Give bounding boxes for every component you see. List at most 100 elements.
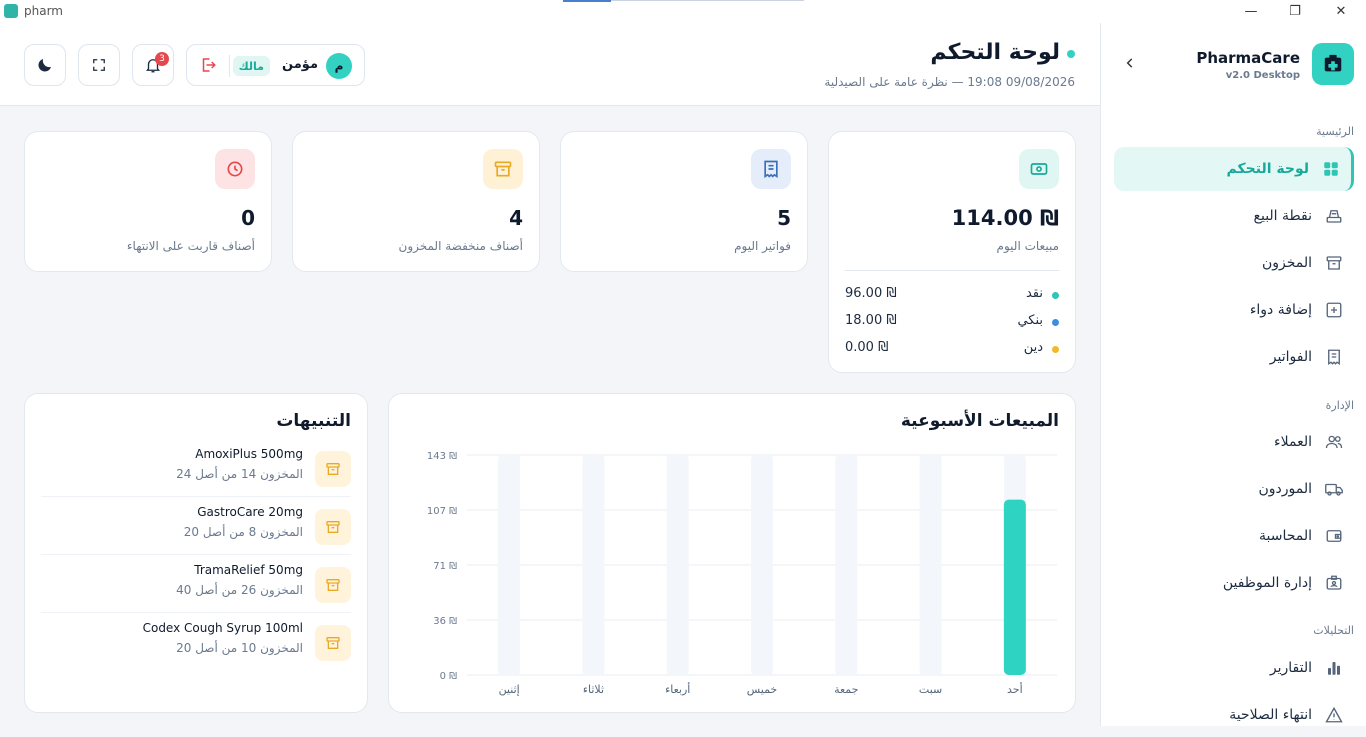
role-badge: مالك [232,56,270,76]
alert-item-name: GastroCare 20mg [197,505,303,519]
titlebar-accent-line [611,0,804,1]
alert-item[interactable]: TramaRelief 50mg المخزون 26 من أصل 40 [41,555,351,613]
sidebar-item-expiry[interactable]: انتهاء الصلاحية [1114,693,1354,737]
sidebar-item-label: نقطة البيع [1253,208,1312,224]
moon-icon [38,59,51,72]
alert-item-detail: المخزون 10 من أصل 20 [176,641,303,655]
bar-track [751,455,773,675]
close-button[interactable]: ✕ [1335,4,1347,19]
archive-icon [315,451,351,487]
alert-item-detail: المخزون 26 من أصل 40 [176,583,303,597]
archive-icon [483,149,523,189]
x-tick-label: إثنين [499,683,520,696]
alerts-card: التنبيهات AmoxiPlus 500mg المخزون 14 من … [24,393,368,713]
avatar: م [326,53,352,79]
app-title: pharm [4,4,63,18]
receipt-icon [751,149,791,189]
sidebar-item-dashboard[interactable]: لوحة التحكم [1114,147,1354,191]
expiring-label: أصناف قاربت على الانتهاء [126,239,255,253]
archive-icon [1324,253,1344,273]
x-tick-label: أحد [1007,682,1023,696]
bar-track [835,455,858,675]
user-menu[interactable]: م مؤمن مالك [186,44,365,86]
fullscreen-button[interactable] [78,44,120,86]
page-header: لوحة التحكم 09/08/2026 19:08 — نظرة عامة… [0,23,1100,106]
weekly-sales-card: المبيعات الأسبوعية 143 ₪ 107 ₪ 71 ₪ 36 ₪ 0 ₪… [388,393,1076,713]
bar-track [919,455,942,675]
sidebar-item-pos[interactable]: نقطة البيع [1114,194,1354,238]
x-tick-label: جمعة [834,683,858,696]
y-tick-label: 36 ₪ [433,616,457,627]
dark-mode-button[interactable] [24,44,66,86]
sidebar-item-inventory[interactable]: المخزون [1114,241,1354,285]
sidebar-item-label: إدارة الموظفين [1222,575,1312,591]
bank-dot [1052,319,1059,326]
breakdown-label: بنكي [1017,313,1043,328]
bar-track [666,455,689,675]
chart-bar[interactable] [1003,499,1026,675]
breakdown-debt: دين 0.00 ₪ [845,340,1059,358]
sidebar-item-accounting[interactable]: المحاسبة [1114,514,1354,558]
breakdown-value: 0.00 ₪ [845,340,889,355]
sidebar-item-employees[interactable]: إدارة الموظفين [1114,561,1354,605]
y-tick-label: 0 ₪ [440,671,458,682]
alert-item[interactable]: GastroCare 20mg المخزون 8 من أصل 20 [41,497,351,555]
alert-item-detail: المخزون 14 من أصل 24 [176,467,303,481]
breakdown-label: دين [1023,340,1043,355]
maximize-button[interactable]: ❐ [1289,4,1301,19]
bar-chart-icon [1324,658,1344,678]
sidebar-item-label: المحاسبة [1258,528,1312,544]
invoices-today-label: فواتير اليوم [734,239,791,253]
notifications-button[interactable]: 3 [132,44,174,86]
title-status-dot [1067,50,1075,58]
sidebar: PharmaCare v2.0 Desktop الرئيسية لوحة ال… [1100,23,1366,726]
collapse-sidebar-icon[interactable] [1123,55,1137,74]
alert-item[interactable]: Codex Cough Syrup 100ml المخزون 10 من أص… [41,613,351,671]
x-tick-label: سبت [919,683,942,696]
debt-dot [1052,346,1059,353]
sidebar-item-label: التقارير [1269,660,1312,676]
x-tick-label: أربعاء [665,682,690,696]
alert-item[interactable]: AmoxiPlus 500mg المخزون 14 من أصل 24 [41,439,351,497]
window-title: pharm [24,4,63,18]
warning-icon [1324,705,1344,725]
brand-name: PharmaCare [1196,49,1300,67]
sidebar-item-invoices[interactable]: الفواتير [1114,335,1354,379]
clock-icon [215,149,255,189]
sidebar-item-suppliers[interactable]: الموردون [1114,467,1354,511]
section-label-management: الإدارة [1325,399,1354,412]
alert-item-name: AmoxiPlus 500mg [195,447,303,461]
sidebar-item-add-medicine[interactable]: إضافة دواء [1114,288,1354,332]
archive-icon [315,567,351,603]
app-logo-icon [4,4,18,18]
minimize-button[interactable]: — [1244,4,1258,19]
weekly-sales-chart: 143 ₪ 107 ₪ 71 ₪ 36 ₪ 0 ₪ أحد سبت جمعة خميس أربعا… [427,451,1057,696]
section-label-main: الرئيسية [1316,125,1354,138]
sales-today-value: 114.00 ₪ [951,206,1059,230]
archive-icon [315,625,351,661]
id-card-icon [1324,573,1344,593]
low-stock-value: 4 [509,206,523,230]
x-tick-label: ثلاثاء [583,683,604,696]
sidebar-item-reports[interactable]: التقارير [1114,646,1354,690]
sidebar-item-customers[interactable]: العملاء [1114,420,1354,464]
bar-track [582,455,605,675]
register-icon [1324,206,1344,226]
invoices-today-value: 5 [777,206,791,230]
notification-count-badge: 3 [155,52,169,66]
breakdown-cash: نقد 96.00 ₪ [845,286,1059,304]
breakdown-value: 96.00 ₪ [845,286,897,301]
invoices-today-card: 5 فواتير اليوم [560,131,808,272]
user-name: مؤمن [282,57,318,72]
window-titlebar: pharm — ❐ ✕ [0,0,1366,23]
expiring-card: 0 أصناف قاربت على الانتهاء [24,131,272,272]
y-tick-label: 143 ₪ [427,451,457,462]
logout-icon[interactable] [199,56,217,78]
alerts-title: التنبيهات [276,411,351,431]
page-subtitle: 09/08/2026 19:08 — نظرة عامة على الصيدلي… [824,75,1075,89]
cash-dot [1052,292,1059,299]
y-tick-label: 107 ₪ [427,506,457,517]
breakdown-value: 18.00 ₪ [845,313,897,328]
sidebar-item-label: المخزون [1261,255,1312,271]
brand: PharmaCare v2.0 Desktop [1114,43,1354,85]
